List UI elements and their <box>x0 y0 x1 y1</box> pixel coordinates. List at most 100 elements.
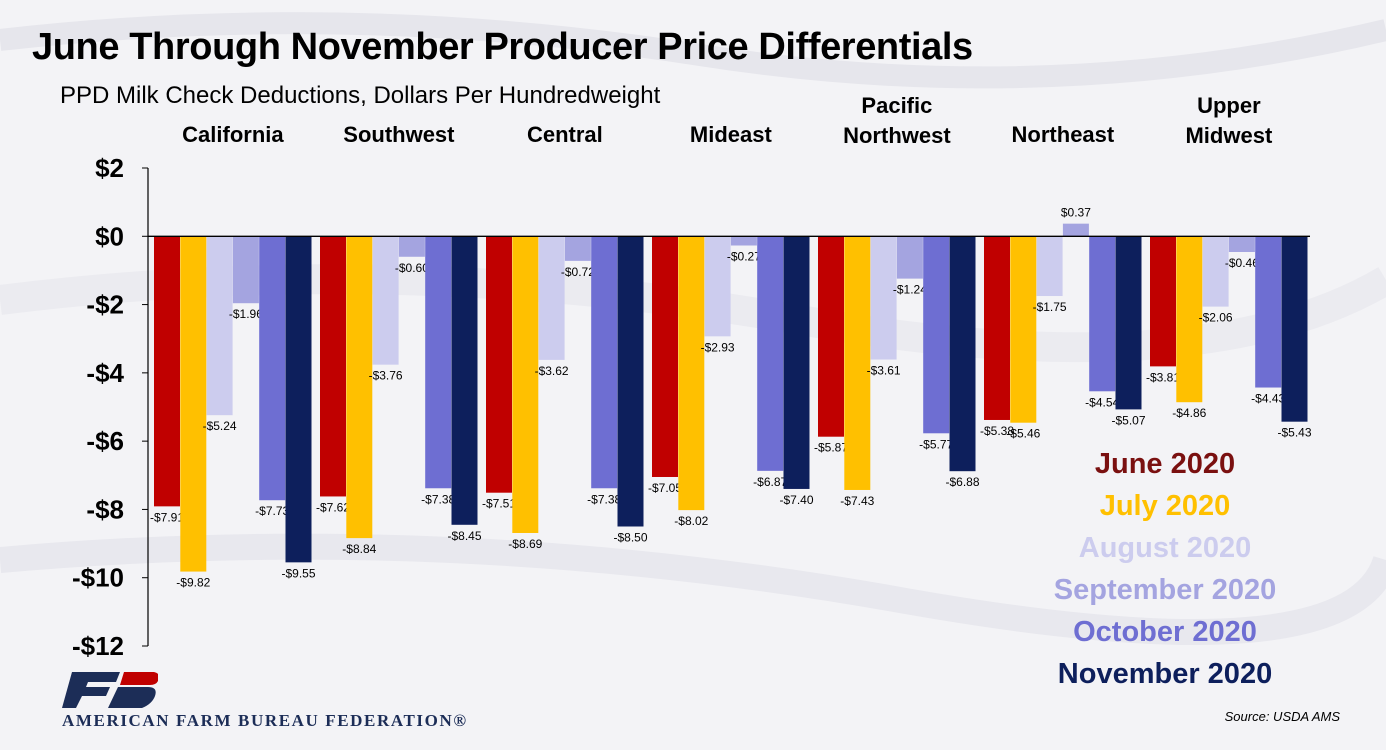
bar-value-label: -$7.40 <box>779 493 813 507</box>
bar-value-label: -$4.43 <box>1251 392 1285 406</box>
bar <box>425 236 452 489</box>
bar-value-label: -$8.84 <box>342 542 376 556</box>
bar <box>730 236 757 246</box>
bar-value-label: -$3.62 <box>535 364 569 378</box>
chart-subtitle: PPD Milk Check Deductions, Dollars Per H… <box>60 82 661 109</box>
y-tick-label: -$8 <box>86 494 124 524</box>
bar <box>1062 223 1089 237</box>
region-header-line: Northeast <box>1011 122 1115 147</box>
legend-entry: October 2020 <box>1073 616 1257 648</box>
bar-value-label: -$2.06 <box>1199 311 1233 325</box>
bar-value-label: -$6.87 <box>753 475 787 489</box>
y-tick-label: $0 <box>95 221 124 251</box>
bar <box>486 236 512 493</box>
region-header: Mideast <box>646 120 816 150</box>
bar <box>512 236 539 533</box>
y-tick-label: -$4 <box>86 358 124 388</box>
bar-value-label: -$0.27 <box>727 250 761 264</box>
bar-value-label: -$7.38 <box>421 492 455 506</box>
region-header: Pacific Northwest <box>812 91 982 151</box>
legend-entry: November 2020 <box>1057 658 1273 690</box>
bar-value-label: -$3.81 <box>1146 370 1180 384</box>
bar-value-label: -$5.87 <box>814 441 848 455</box>
bar-value-label: -$5.24 <box>203 419 237 433</box>
bar-value-label: -$7.73 <box>255 504 289 518</box>
bar-value-label: -$4.54 <box>1085 395 1119 409</box>
bar <box>1150 236 1176 367</box>
region-header-line: Mideast <box>689 122 772 147</box>
bar <box>180 236 207 572</box>
bar <box>783 236 810 489</box>
bar <box>232 236 259 304</box>
bar <box>1115 236 1142 410</box>
bar-value-label: -$3.76 <box>369 369 403 383</box>
bar <box>844 236 871 490</box>
bar-value-label: -$1.75 <box>1033 300 1067 314</box>
bar <box>285 236 312 563</box>
region-header-line: Southwest <box>343 122 455 147</box>
bar-value-label: -$5.46 <box>1006 427 1040 441</box>
bar <box>346 236 373 539</box>
bar-value-label: -$5.07 <box>1111 413 1145 427</box>
bar <box>1202 236 1229 307</box>
bar-value-label: -$8.69 <box>508 537 542 551</box>
legend-entry: September 2020 <box>1053 574 1277 606</box>
bar <box>678 236 705 511</box>
bar <box>1089 236 1116 392</box>
bar-value-label: -$7.51 <box>482 497 516 511</box>
bar-value-label: -$8.45 <box>447 529 481 543</box>
bar-value-label: -$6.88 <box>945 475 979 489</box>
y-tick-label: -$10 <box>72 563 124 593</box>
bar <box>896 236 923 279</box>
bar-value-label: -$5.43 <box>1277 426 1311 440</box>
bar <box>870 236 897 360</box>
bar <box>984 236 1010 420</box>
bar <box>1228 236 1255 252</box>
bar-value-label: -$0.46 <box>1225 256 1259 270</box>
region-header: Upper Midwest <box>1144 91 1314 151</box>
bar <box>1281 236 1308 422</box>
region-header-line: Midwest <box>1185 123 1273 148</box>
bar <box>372 236 399 365</box>
bar <box>538 236 565 360</box>
legend-entry: June 2020 <box>1094 448 1236 480</box>
region-header: Northeast <box>978 120 1148 150</box>
bar-value-label: -$3.61 <box>867 364 901 378</box>
bar-value-label: -$0.60 <box>395 261 429 275</box>
bar <box>617 236 644 527</box>
y-tick-label: -$12 <box>72 631 124 661</box>
bar <box>757 236 784 471</box>
bar-value-label: -$7.62 <box>316 500 350 514</box>
bar <box>398 236 425 257</box>
bar <box>704 236 731 337</box>
bar-value-label: -$2.93 <box>701 340 735 354</box>
bar-value-label: -$0.72 <box>561 265 595 279</box>
bar-value-label: -$5.77 <box>919 437 953 451</box>
region-header-line: California <box>182 122 284 147</box>
bar-value-label: -$9.55 <box>281 566 315 580</box>
bar-value-label: -$7.38 <box>587 492 621 506</box>
bar <box>818 236 844 437</box>
bar <box>206 236 233 416</box>
bar-value-label: -$8.50 <box>613 531 647 545</box>
bar <box>154 236 180 507</box>
bar <box>591 236 618 489</box>
bar <box>320 236 346 497</box>
source-note: Source: USDA AMS <box>1224 709 1340 724</box>
y-tick-label: -$6 <box>86 426 124 456</box>
bar-value-label: -$1.24 <box>893 283 927 297</box>
bar-value-label: $0.37 <box>1061 206 1091 220</box>
region-header-line: Pacific <box>861 93 933 118</box>
bar <box>259 236 286 501</box>
bar <box>1036 236 1063 297</box>
region-header-line: Upper <box>1197 93 1261 118</box>
region-header: Southwest <box>314 120 484 150</box>
bar <box>564 236 591 261</box>
bar <box>1176 236 1203 403</box>
bar <box>652 236 678 477</box>
bar <box>1010 236 1037 423</box>
region-header-line: Central <box>526 122 603 147</box>
region-header-line: Northwest <box>843 123 951 148</box>
bar-value-label: -$5.38 <box>980 424 1014 438</box>
bar-value-label: -$7.91 <box>150 510 184 524</box>
